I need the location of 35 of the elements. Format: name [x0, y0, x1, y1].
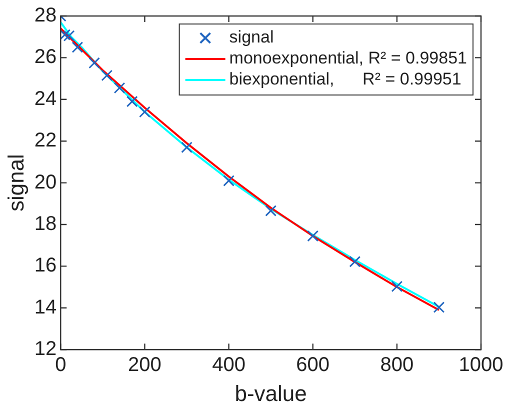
y-tick-label: 28: [34, 4, 57, 27]
point: [126, 96, 138, 108]
point: [114, 82, 126, 94]
point: [88, 57, 100, 69]
y-tick-label: 12: [34, 338, 57, 360]
x-axis-title: b-value: [234, 380, 307, 406]
x-tick-label: 0: [55, 354, 66, 376]
y-tick-label: 24: [34, 88, 57, 110]
x-tick-label: 200: [128, 354, 162, 376]
point: [72, 42, 84, 53]
point: [349, 256, 361, 268]
y-axis-title: signal: [3, 154, 28, 212]
x-tick-label: 400: [212, 354, 246, 376]
point: [101, 70, 113, 82]
y-tick-label: 22: [34, 130, 57, 152]
point: [181, 142, 192, 154]
point: [139, 106, 150, 118]
point: [391, 280, 403, 292]
point: [60, 29, 71, 40]
legend-label: signal: [229, 28, 274, 47]
point: [433, 302, 445, 313]
point: [63, 30, 75, 42]
x-tick-label: 800: [380, 354, 414, 376]
point: [223, 175, 234, 186]
point: [307, 230, 319, 242]
x-tick-label: 1000: [458, 354, 504, 376]
y-tick-label: 18: [34, 213, 57, 236]
y-tick-label: 16: [34, 254, 57, 277]
y-tick-label: 14: [34, 296, 57, 318]
legend-label: monoexponential, R² = 0.99851: [229, 48, 468, 68]
y-tick-label: 20: [34, 171, 57, 194]
legend-label: biexponential, R² = 0.99951: [229, 70, 462, 89]
y-tick-label: 26: [34, 46, 57, 68]
x-tick-label: 600: [296, 354, 330, 376]
point: [265, 205, 277, 216]
